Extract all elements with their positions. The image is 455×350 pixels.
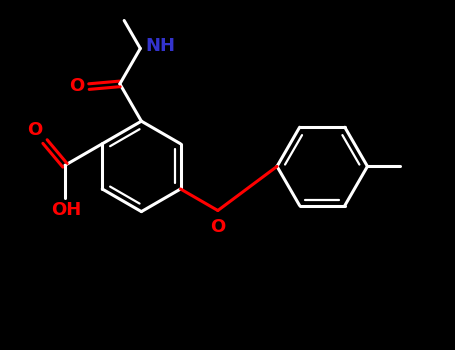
Text: O: O <box>210 218 226 236</box>
Text: NH: NH <box>146 37 176 55</box>
Text: OH: OH <box>51 201 81 219</box>
Text: O: O <box>28 121 43 139</box>
Text: O: O <box>70 77 85 95</box>
